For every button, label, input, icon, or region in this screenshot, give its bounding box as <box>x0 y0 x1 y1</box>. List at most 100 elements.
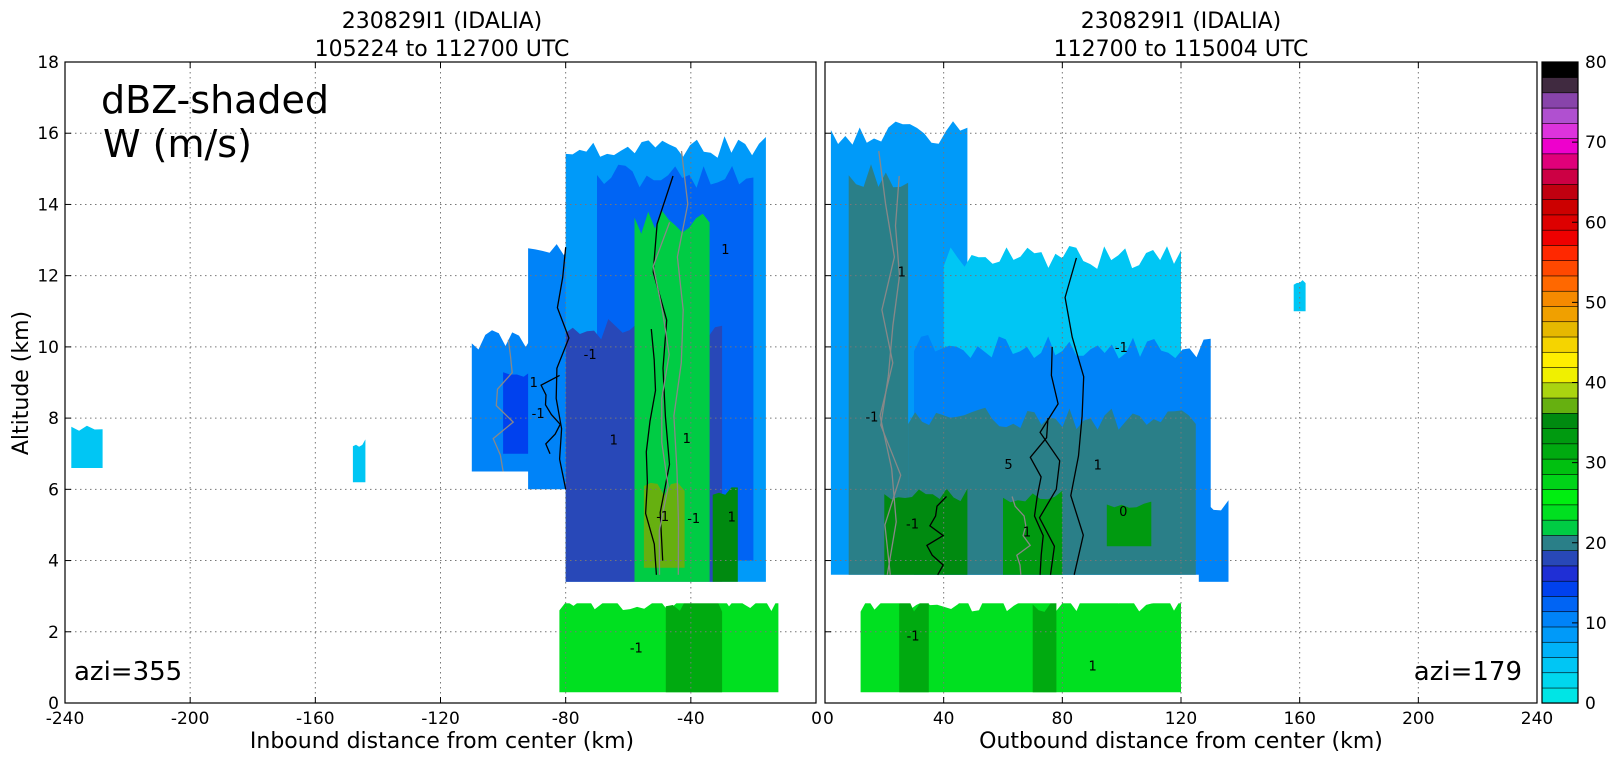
colorbar-cell <box>1541 687 1579 704</box>
y-axis-label: Altitude (km) <box>9 311 34 455</box>
x-tick-label: 160 <box>1283 709 1315 729</box>
colorbar-cell <box>1541 92 1579 109</box>
right-panel: 1 -1 1 -1 5 -1 1 0 1 -1 0 40 80 120 160 200 240 230829I… <box>823 9 1553 754</box>
x-tick-label: -200 <box>171 709 210 729</box>
colorbar-cell <box>1541 305 1579 323</box>
y-tick-label: 8 <box>48 409 59 429</box>
y-tick-label: 4 <box>48 552 59 572</box>
reflectivity-region-1-3 <box>848 164 909 575</box>
w-contour-label: -1 <box>1115 341 1128 356</box>
w-contour-label: 1 <box>898 265 906 280</box>
colorbar-cell <box>1541 458 1579 475</box>
colorbar-cell <box>1541 443 1579 460</box>
annotation-w: W (m/s) <box>103 122 252 166</box>
colorbar-tick-label: 80 <box>1585 53 1607 73</box>
colorbar-cell <box>1541 626 1579 643</box>
colorbar-cell <box>1541 275 1579 292</box>
colorbar-cell <box>1541 412 1579 429</box>
w-contour-label: 0 <box>1119 505 1127 520</box>
colorbar-cell <box>1541 611 1579 628</box>
colorbar-cell <box>1541 260 1579 277</box>
w-contour-label: 1 <box>1094 458 1102 473</box>
x-tick-label: 0 <box>823 709 834 729</box>
colorbar-tick-label: 0 <box>1585 694 1596 714</box>
colorbar-tick-label: 50 <box>1585 293 1607 313</box>
w-contour-0-2 <box>555 247 570 490</box>
w-contour-1-5 <box>926 496 947 576</box>
w-contour-1-3 <box>880 175 902 575</box>
y-tick-label: 12 <box>37 267 59 287</box>
x-tick-label: -160 <box>296 709 335 729</box>
colorbar-tick-label: 70 <box>1585 133 1607 153</box>
x-tick-label: 200 <box>1402 709 1434 729</box>
w-contour-label: 1 <box>1089 660 1097 675</box>
reflectivity-region-1-6 <box>1003 490 1063 575</box>
w-contour-1-2 <box>1038 346 1061 575</box>
x-tick-label: 120 <box>1165 709 1197 729</box>
y-tick-label: 18 <box>37 53 59 73</box>
colorbar-cell <box>1541 656 1579 674</box>
right-title-line1: 230829I1 (IDALIA) <box>1081 9 1282 34</box>
reflectivity-region-1-9 <box>899 594 929 693</box>
annotation-dbz-shaded: dBZ-shaded <box>101 78 329 122</box>
colorbar-cell <box>1541 672 1579 689</box>
w-contour-0-6 <box>652 222 671 575</box>
left-panel: 1 -1 -1 1 1 -1 1 -1 1 -1 -240 -200 -160 -120 -80 -40 0 … <box>9 9 822 754</box>
right-grid <box>825 62 1537 703</box>
left-velocity-contours: 1 -1 -1 1 1 -1 1 -1 1 -1 <box>492 150 736 656</box>
w-contour-0-1 <box>540 374 561 454</box>
reflectivity-region-1-8 <box>860 594 1181 693</box>
w-contour-label: 1 <box>728 510 736 525</box>
y-tick-label: 0 <box>48 694 59 714</box>
y-tick-label: 14 <box>37 195 59 215</box>
right-reflectivity-shading <box>826 121 1536 693</box>
w-contour-label: -1 <box>630 641 643 656</box>
colorbar-tick-label: 60 <box>1585 213 1607 233</box>
reflectivity-region-1-10 <box>1032 597 1057 693</box>
w-contour-label: -1 <box>584 348 597 363</box>
w-contour-1-6 <box>1011 496 1032 575</box>
reflectivity-region-0-8 <box>712 487 738 582</box>
w-contour-0-0 <box>492 339 515 472</box>
left-azimuth-label: azi=355 <box>74 657 182 687</box>
colorbar-cell <box>1541 550 1579 567</box>
left-y-ticks: 0 2 4 6 8 10 12 14 16 18 <box>37 53 71 714</box>
w-contour-label: 1 <box>610 433 618 448</box>
x-tick-label: 0 <box>811 709 822 729</box>
x-tick-label: -80 <box>552 709 580 729</box>
reflectivity-region-1-11 <box>1198 500 1229 582</box>
y-tick-label: 2 <box>48 623 59 643</box>
w-contour-label: -1 <box>532 407 545 422</box>
colorbar-cell <box>1541 580 1579 597</box>
w-contour-1-0 <box>878 150 897 575</box>
colorbar-cell <box>1541 519 1579 536</box>
colorbar-cell <box>1541 107 1579 124</box>
colorbar: 0 10 20 30 40 50 60 70 80 <box>1541 53 1607 714</box>
left-title-line1: 230829I1 (IDALIA) <box>342 9 543 34</box>
colorbar-cell <box>1541 382 1579 399</box>
colorbar-cell <box>1541 153 1579 170</box>
w-contour-label: 1 <box>1023 526 1031 541</box>
w-contour-label: 1 <box>721 243 729 258</box>
colorbar-cell <box>1541 168 1579 185</box>
colorbar-cell <box>1541 504 1579 521</box>
colorbar-cell <box>1541 473 1579 490</box>
colorbar-tick-label: 20 <box>1585 534 1607 554</box>
reflectivity-region-0-11 <box>71 425 103 468</box>
w-contour-label: -1 <box>906 518 919 533</box>
colorbar-cell <box>1541 565 1579 582</box>
reflectivity-region-0-12 <box>352 439 366 483</box>
w-contour-1-4 <box>1029 418 1049 575</box>
colorbar-ticks: 0 10 20 30 40 50 60 70 80 <box>1572 53 1607 714</box>
colorbar-cell <box>1541 244 1579 261</box>
y-tick-label: 6 <box>48 480 59 500</box>
colorbar-cells <box>1541 61 1579 704</box>
w-contour-0-4 <box>652 175 674 561</box>
colorbar-cell <box>1541 595 1579 613</box>
colorbar-cell <box>1541 76 1579 94</box>
left-x-ticks: -240 -200 -160 -120 -80 -40 0 <box>46 62 822 729</box>
w-contour-label: -1 <box>656 510 669 525</box>
colorbar-cell <box>1541 366 1579 384</box>
x-tick-label: -120 <box>421 709 460 729</box>
